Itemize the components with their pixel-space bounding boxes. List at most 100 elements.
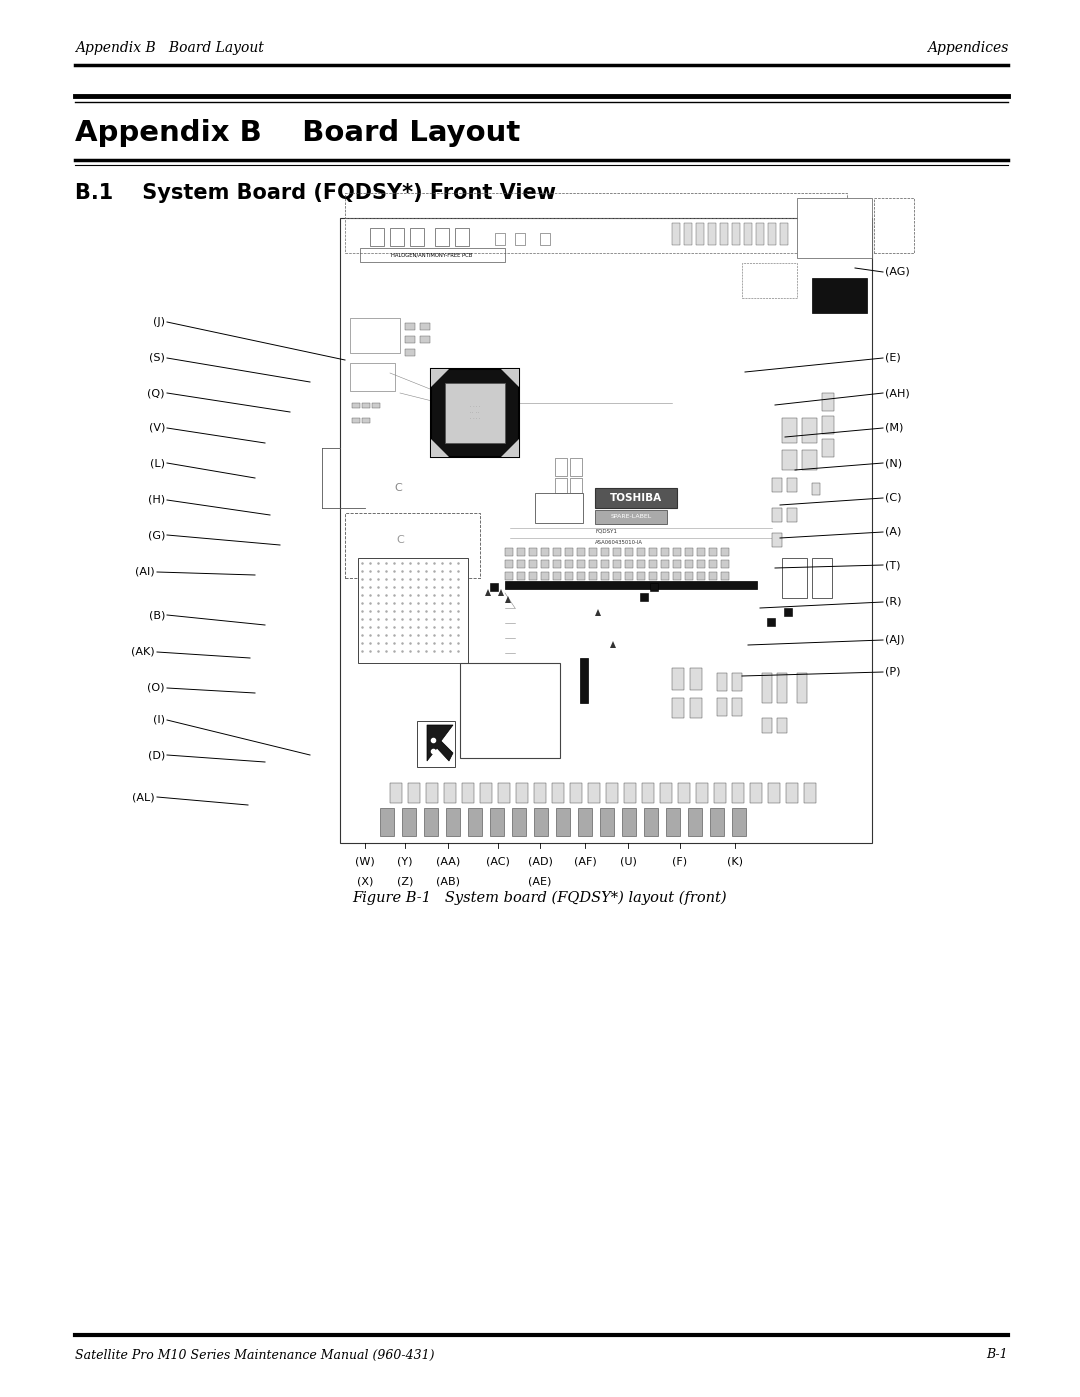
Polygon shape (610, 641, 616, 648)
Bar (600, 807, 615, 835)
Bar (424, 807, 438, 835)
Bar (534, 807, 548, 835)
Bar (517, 560, 525, 569)
Bar (468, 807, 482, 835)
Bar (782, 450, 797, 469)
Bar (696, 782, 708, 803)
Bar (570, 458, 582, 476)
Text: (AC): (AC) (486, 856, 510, 868)
Text: (V): (V) (149, 423, 165, 433)
Bar (505, 571, 513, 580)
Bar (410, 228, 424, 246)
Bar (685, 571, 693, 580)
Bar (822, 416, 834, 434)
Bar (445, 383, 505, 443)
Bar (402, 807, 416, 835)
Bar (517, 548, 525, 556)
Bar (515, 233, 525, 244)
Bar (721, 548, 729, 556)
Text: (C): (C) (885, 493, 902, 503)
Text: (AJ): (AJ) (885, 636, 905, 645)
Text: (AK): (AK) (132, 647, 156, 657)
Bar (420, 323, 430, 330)
Bar (804, 782, 816, 803)
Bar (767, 617, 775, 626)
Text: (M): (M) (885, 423, 903, 433)
Bar (660, 782, 672, 803)
Bar (624, 782, 636, 803)
Bar (697, 548, 705, 556)
Bar (720, 224, 728, 244)
Text: (AD): (AD) (527, 856, 553, 868)
Bar (390, 782, 402, 803)
Bar (505, 581, 757, 590)
Text: (K): (K) (727, 856, 743, 868)
Text: ·  · ·  ·
· ·  · ·
·  · ·  ·: · · · · · · · · · · · · (470, 405, 481, 420)
Bar (666, 807, 680, 835)
Bar (787, 478, 797, 492)
Bar (405, 349, 415, 356)
Text: SPARE-LABEL: SPARE-LABEL (610, 514, 651, 520)
Text: (Y): (Y) (397, 856, 413, 868)
Text: (R): (R) (885, 597, 902, 608)
Bar (710, 807, 724, 835)
Bar (708, 548, 717, 556)
Bar (460, 664, 561, 759)
Bar (613, 548, 621, 556)
Bar (565, 548, 573, 556)
Text: (L): (L) (150, 458, 165, 468)
Bar (446, 807, 460, 835)
Text: Satellite Pro M10 Series Maintenance Manual (960-431): Satellite Pro M10 Series Maintenance Man… (75, 1348, 434, 1362)
Bar (426, 782, 438, 803)
Bar (540, 233, 550, 244)
Bar (462, 782, 474, 803)
Bar (756, 224, 764, 244)
Bar (697, 560, 705, 569)
Bar (352, 402, 360, 408)
Bar (357, 557, 468, 664)
Bar (777, 718, 787, 733)
Bar (672, 668, 684, 690)
Text: (AL): (AL) (133, 792, 156, 802)
Bar (780, 224, 788, 244)
Bar (672, 698, 684, 718)
Bar (625, 548, 633, 556)
Bar (345, 193, 847, 218)
Bar (580, 658, 588, 703)
Bar (529, 560, 537, 569)
Text: (S): (S) (149, 353, 165, 363)
Bar (362, 418, 370, 423)
Bar (405, 323, 415, 330)
Bar (802, 418, 816, 443)
Bar (600, 548, 609, 556)
Bar (661, 571, 669, 580)
Bar (697, 571, 705, 580)
Bar (431, 369, 519, 457)
Bar (772, 509, 782, 522)
Polygon shape (501, 439, 519, 457)
Bar (642, 782, 654, 803)
Bar (417, 721, 455, 767)
Bar (595, 510, 667, 524)
Bar (529, 571, 537, 580)
Text: Appendices: Appendices (927, 41, 1008, 54)
Text: (AI): (AI) (135, 567, 156, 577)
Bar (784, 608, 792, 616)
Text: (AF): (AF) (573, 856, 596, 868)
Bar (553, 548, 561, 556)
Bar (516, 782, 528, 803)
Text: Figure B-1   System board (FQDSY*) layout (front): Figure B-1 System board (FQDSY*) layout … (353, 891, 727, 905)
Bar (350, 319, 400, 353)
Polygon shape (485, 590, 491, 597)
Bar (637, 548, 645, 556)
Text: (W): (W) (355, 856, 375, 868)
Text: (P): (P) (885, 666, 901, 678)
Bar (637, 571, 645, 580)
Bar (672, 224, 680, 244)
Text: (H): (H) (148, 495, 165, 504)
Bar (541, 548, 549, 556)
Bar (577, 560, 585, 569)
Bar (732, 698, 742, 717)
Bar (786, 782, 798, 803)
Bar (552, 782, 564, 803)
